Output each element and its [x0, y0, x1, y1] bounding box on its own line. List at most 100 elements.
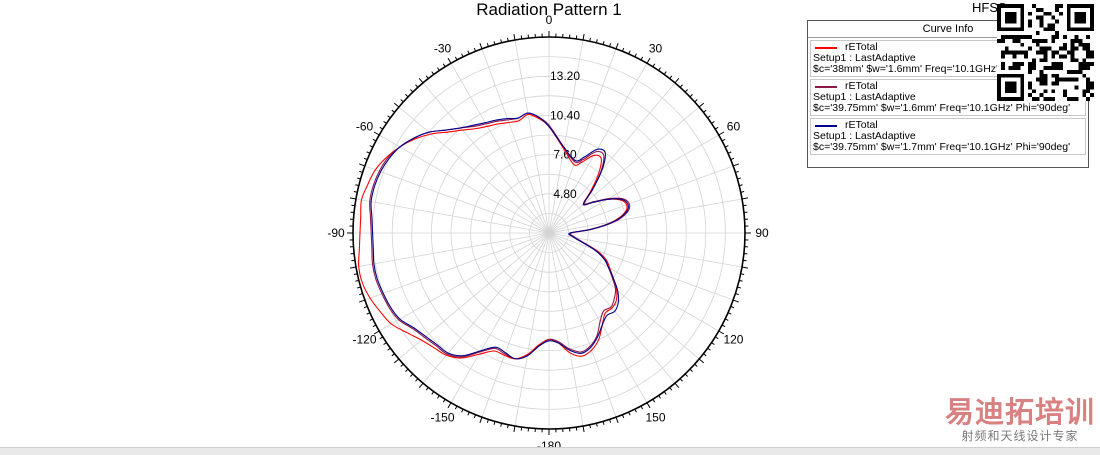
angle-tick — [733, 164, 739, 166]
angle-tick — [364, 306, 367, 307]
angle-tick — [508, 425, 509, 428]
angle-tick — [664, 392, 666, 395]
angle-tick — [508, 38, 509, 41]
angle-tick — [715, 127, 718, 129]
angle-tick — [448, 403, 451, 408]
angle-tick — [731, 158, 734, 159]
series-curve-1 — [359, 114, 627, 358]
angle-tick-label: -30 — [434, 42, 452, 56]
angle-tick — [711, 121, 714, 123]
angle-tick — [392, 354, 395, 356]
angle-tick — [659, 395, 661, 398]
angle-tick — [354, 274, 357, 275]
angle-tick — [380, 337, 383, 339]
angle-tick — [410, 374, 412, 377]
angle-tick — [629, 412, 630, 415]
angle-tick — [708, 348, 711, 350]
legend-swatch-1 — [815, 47, 837, 49]
legend-params-3: $c='39.75mm' $w='1.7mm' Freq='10.1GHz' P… — [813, 142, 1083, 153]
angle-tick — [514, 34, 515, 40]
angle-tick — [359, 300, 365, 302]
angle-tick — [388, 116, 391, 118]
angle-tick — [394, 359, 399, 363]
angle-tick-label: 90 — [755, 226, 769, 240]
angle-tick — [699, 359, 704, 363]
angle-tick — [680, 379, 682, 382]
angle-tick — [728, 313, 731, 314]
angle-tick — [437, 68, 439, 71]
angle-tick — [384, 343, 387, 345]
angle-tick — [437, 395, 439, 398]
angle-tick — [733, 300, 739, 302]
angle-tick — [741, 192, 744, 193]
angle-tick — [680, 85, 682, 88]
angle-tick — [725, 319, 728, 321]
angle-tick — [647, 58, 650, 63]
angle-tick — [715, 337, 718, 339]
legend-swatch-2 — [815, 86, 837, 88]
angle-tick — [685, 374, 687, 377]
watermark-sub: 射频和天线设计专家 — [940, 428, 1100, 444]
angle-tick — [367, 313, 370, 314]
angle-tick — [462, 54, 464, 57]
angle-tick — [432, 392, 434, 395]
legend-entry-3[interactable]: rETotal Setup1 : LastAdaptive $c='39.75m… — [810, 118, 1086, 155]
qr-code-icon — [997, 4, 1094, 101]
angle-tick — [703, 354, 706, 356]
angle-tick — [392, 110, 395, 112]
angle-tick-label: 150 — [645, 410, 665, 424]
angle-tick — [374, 132, 379, 135]
angle-tick — [675, 78, 679, 83]
angle-tick-label: -150 — [430, 410, 454, 424]
angle-tick-label: -90 — [327, 226, 345, 240]
angle-tick — [416, 85, 418, 88]
angle-tick — [370, 319, 373, 321]
angle-tick-label: 60 — [727, 120, 741, 134]
angle-tick — [468, 51, 469, 54]
angle-tick — [725, 146, 728, 148]
radial-tick-label: 13.20 — [550, 69, 580, 83]
angle-tick — [388, 348, 391, 350]
angle-tick — [401, 100, 404, 102]
radial-tick-label: 4.80 — [553, 187, 577, 201]
angle-tick — [350, 267, 356, 268]
angle-tick — [664, 72, 666, 75]
watermark-main: 易迪拓培训 — [940, 396, 1100, 428]
angle-tick — [448, 58, 451, 63]
radial-tick-label: 10.40 — [550, 108, 580, 122]
angle-tick — [742, 198, 748, 199]
angle-tick — [685, 89, 687, 92]
angle-tick — [708, 116, 711, 118]
curves — [359, 113, 630, 359]
angle-tick — [419, 383, 423, 388]
angle-tick — [590, 38, 591, 41]
angle-tick — [583, 34, 584, 40]
polar-grid — [353, 37, 745, 429]
angle-tick — [675, 383, 679, 388]
angle-tick — [474, 48, 475, 51]
angle-tick — [394, 103, 399, 107]
angle-tick — [703, 110, 706, 112]
angle-tick — [616, 43, 618, 49]
angle-tick — [443, 64, 445, 67]
angle-tick — [359, 164, 365, 166]
angle-tick — [443, 399, 445, 402]
angle-tick — [583, 426, 584, 432]
angle-tick — [370, 146, 373, 148]
angle-tick — [468, 412, 469, 415]
angle-tick — [462, 409, 464, 412]
angle-tick — [426, 387, 428, 390]
angle-tick — [699, 103, 704, 107]
angle-tick — [728, 152, 731, 153]
angle-tick — [670, 76, 672, 79]
angle-tick — [405, 94, 408, 96]
watermark: 易迪拓培训 射频和天线设计专家 — [940, 396, 1100, 452]
angle-tick-label: -120 — [353, 333, 377, 347]
angle-tick-label: 0 — [546, 13, 553, 27]
angle-tick — [426, 76, 428, 79]
angle-tick — [474, 415, 475, 418]
angle-tick-label: -60 — [356, 120, 374, 134]
angle-tick — [590, 425, 591, 428]
angle-tick — [719, 132, 724, 135]
angle-tick — [410, 89, 412, 92]
